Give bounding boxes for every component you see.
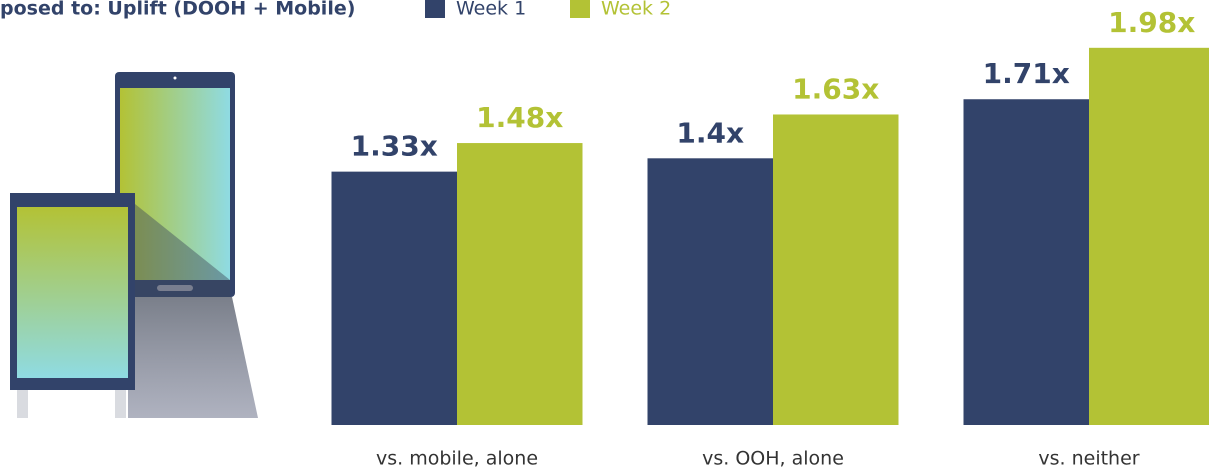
kiosk-leg <box>115 390 126 418</box>
bar <box>457 143 583 425</box>
chart-title: posed to: Uplift (DOOH + Mobile) <box>0 0 355 20</box>
x-tick-label: vs. mobile, alone <box>376 448 538 469</box>
projection <box>128 297 258 418</box>
camera <box>174 77 177 80</box>
data-label: 1.98x <box>1108 6 1195 39</box>
kiosk-screen <box>17 207 128 378</box>
x-tick-label: vs. OOH, alone <box>702 448 844 469</box>
chart: posed to: Uplift (DOOH + Mobile) Week 1 W… <box>0 0 1209 469</box>
illustration <box>10 72 258 418</box>
legend-label: Week 1 <box>456 0 526 20</box>
bar <box>332 172 458 425</box>
legend-label: Week 2 <box>601 0 671 20</box>
data-label: 1.71x <box>983 57 1070 90</box>
data-label: 1.4x <box>676 116 744 149</box>
bar <box>773 114 899 425</box>
kiosk-leg <box>17 390 28 418</box>
data-label: 1.33x <box>351 130 438 163</box>
x-tick-label: vs. neither <box>1038 448 1139 469</box>
bar <box>648 158 774 425</box>
data-label: 1.48x <box>476 101 563 134</box>
bar <box>964 99 1090 425</box>
legend-swatch <box>425 0 445 18</box>
legend-swatch <box>570 0 590 18</box>
bar <box>1089 48 1209 425</box>
data-label: 1.63x <box>792 72 879 105</box>
